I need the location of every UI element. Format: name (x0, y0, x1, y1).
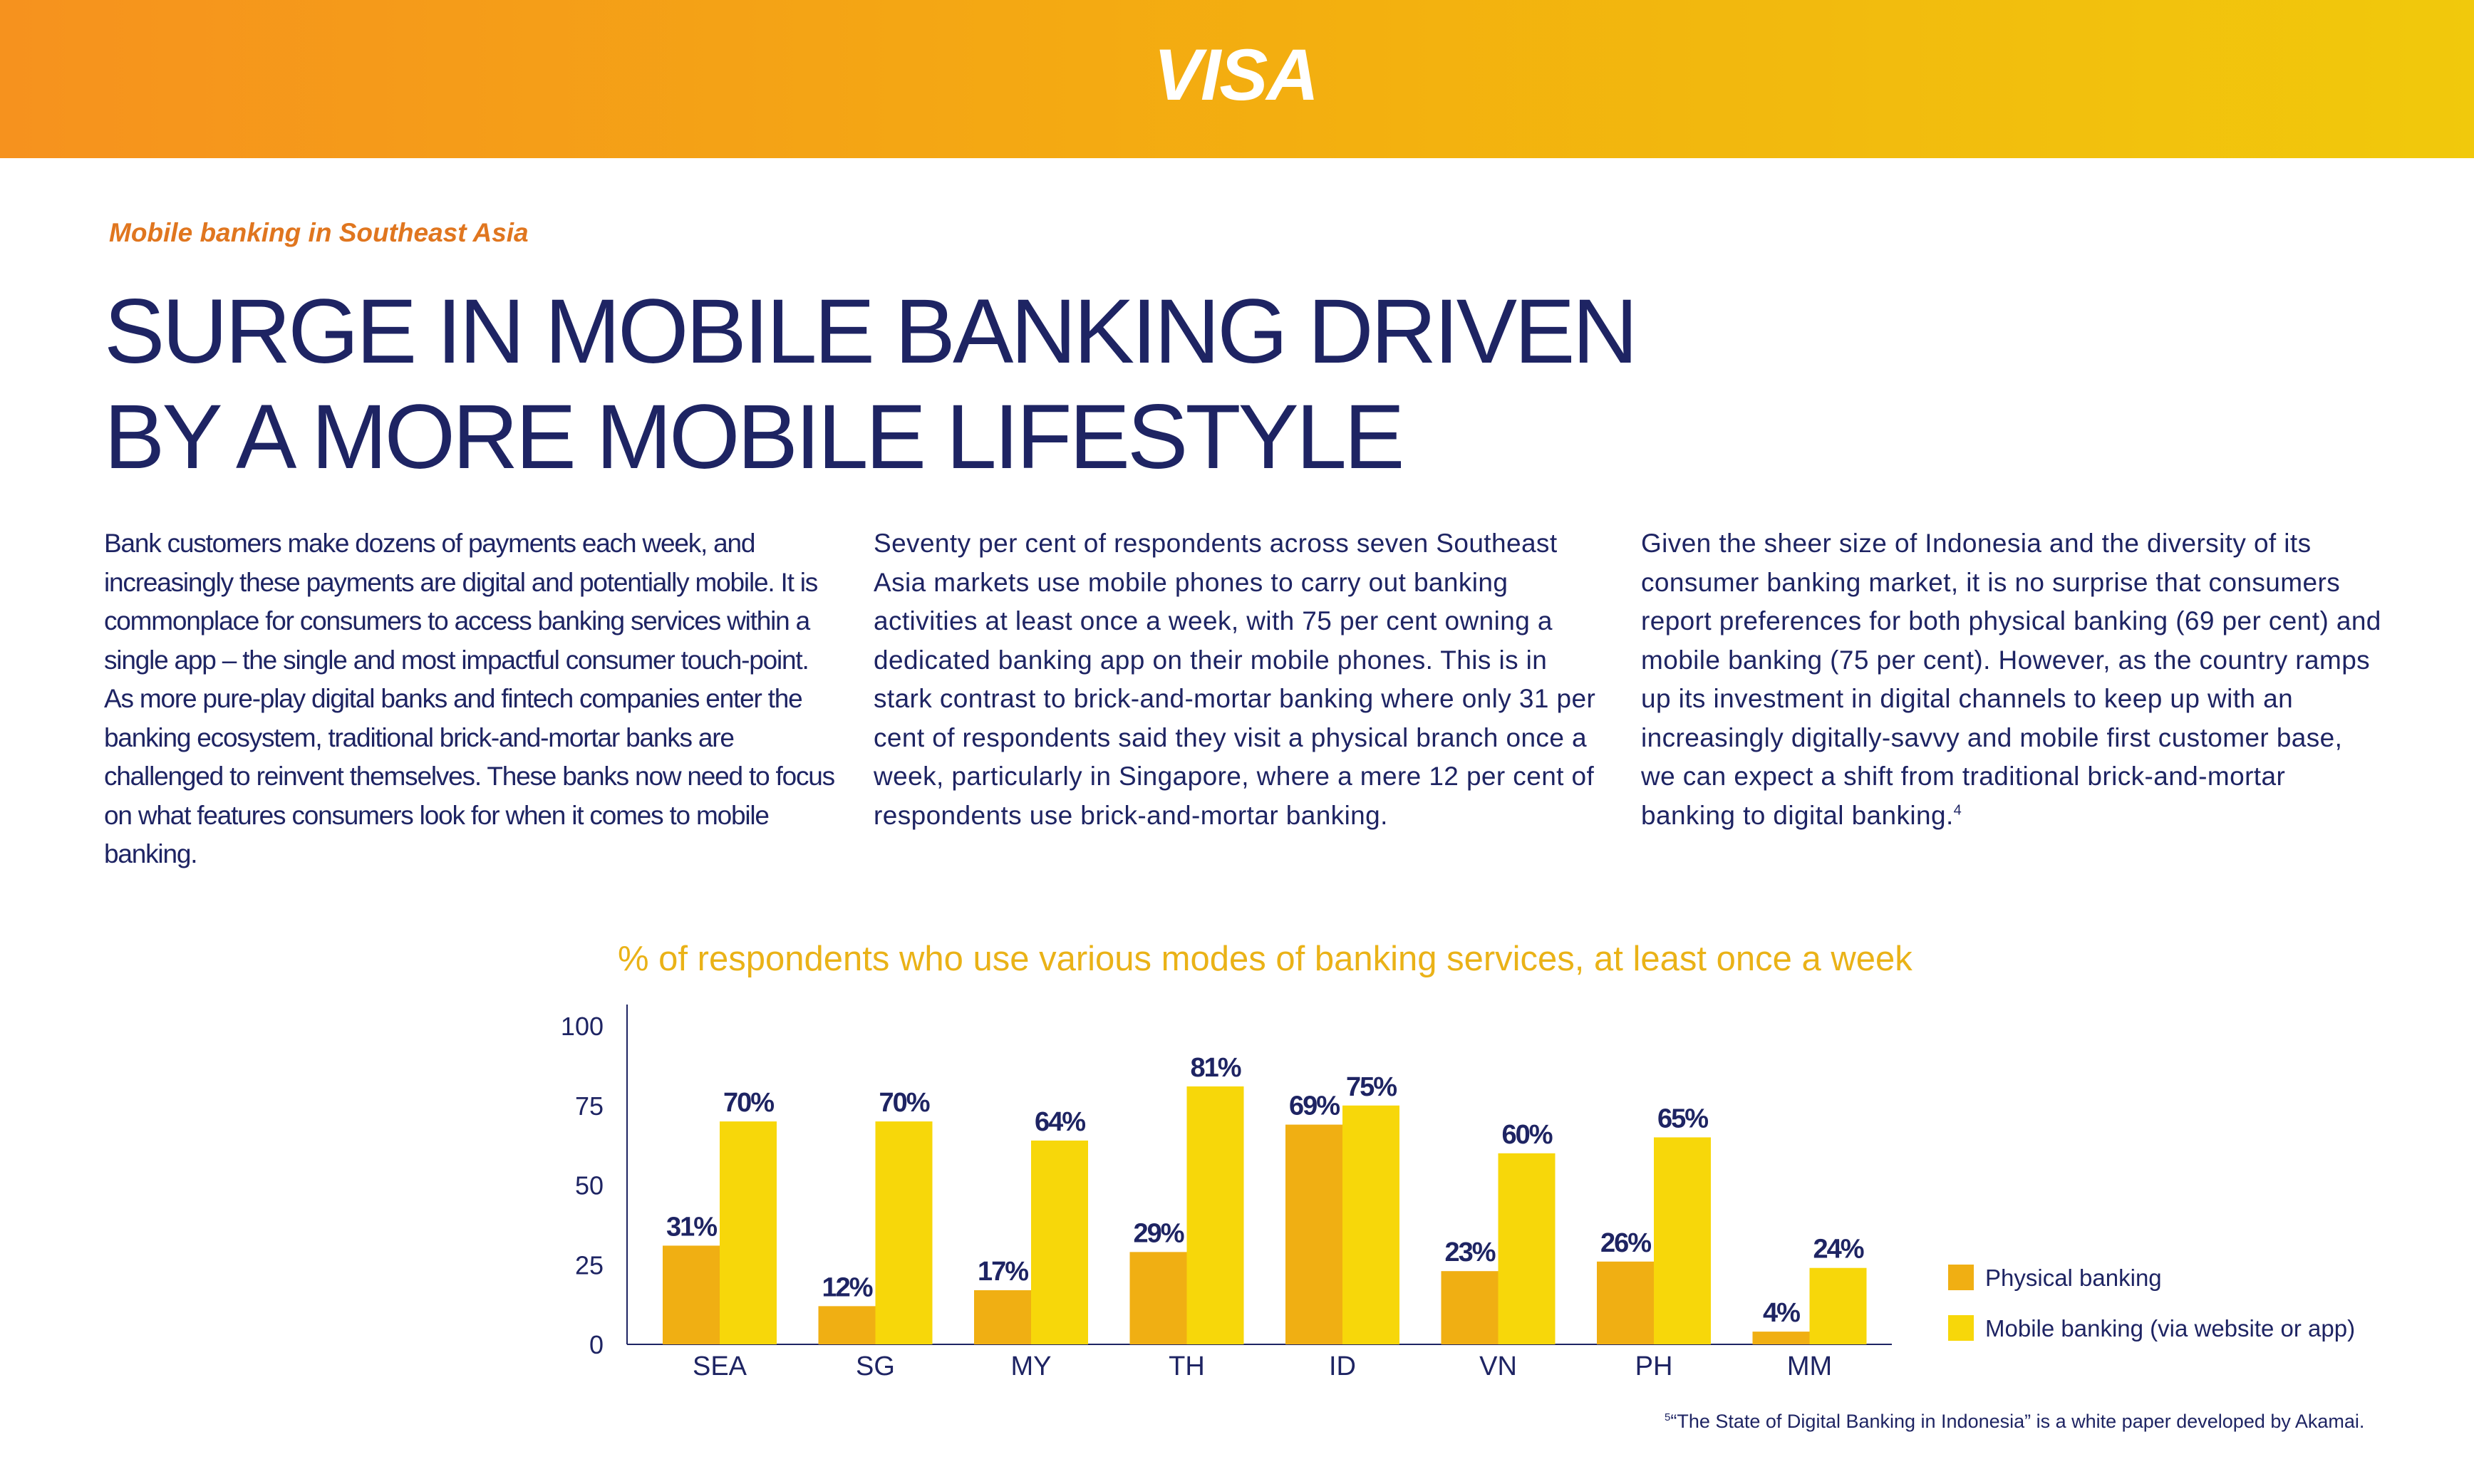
x-tick-label: MY (1011, 1351, 1052, 1381)
footnote-ref: 4 (1953, 802, 1962, 819)
y-tick-label: 25 (575, 1250, 604, 1280)
headline-line-1: SURGE IN MOBILE BANKING DRIVEN (104, 281, 1638, 383)
data-label: 31% (666, 1212, 717, 1242)
footnote-text: “The State of Digital Banking in Indones… (1670, 1411, 2365, 1432)
headline-line-2: BY A MORE MOBILE LIFESTYLE (104, 386, 1404, 488)
bar-physical-th (1129, 1252, 1187, 1344)
page-headline: SURGE IN MOBILE BANKING DRIVEN BY A MORE… (104, 279, 1814, 490)
bar-mobile-id (1342, 1105, 1399, 1344)
visa-logo: VISA (1154, 34, 1319, 115)
bar-physical-id (1285, 1124, 1342, 1344)
body-column-1: Bank customers make dozens of payments e… (104, 529, 835, 868)
bar-mobile-ph (1654, 1137, 1711, 1344)
data-label: 69% (1289, 1091, 1340, 1121)
y-tick-label: 50 (575, 1171, 604, 1200)
data-label: 12% (822, 1272, 872, 1302)
bar-physical-vn (1441, 1271, 1499, 1344)
footnote-marker: 5 (1665, 1411, 1671, 1423)
data-label: 65% (1657, 1104, 1708, 1133)
bar-mobile-my (1031, 1140, 1088, 1344)
body-column-2: Seventy per cent of respondents across s… (874, 529, 1596, 830)
data-label: 60% (1501, 1120, 1552, 1150)
legend-swatch-mobile (1948, 1315, 1974, 1341)
x-tick-label: VN (1479, 1351, 1517, 1381)
bar-physical-sea (663, 1245, 720, 1344)
data-label: 24% (1813, 1235, 1863, 1265)
x-tick-label: SG (856, 1351, 895, 1381)
x-tick-label: MM (1787, 1351, 1832, 1381)
data-label: 29% (1133, 1218, 1184, 1248)
x-tick-label: SEA (693, 1351, 747, 1381)
data-label: 75% (1346, 1072, 1397, 1102)
bar-mobile-mm (1809, 1267, 1867, 1344)
y-tick-label: 0 (589, 1330, 604, 1359)
bar-mobile-sg (875, 1121, 933, 1344)
legend-label-physical: Physical banking (1985, 1265, 2162, 1291)
header-band: VISA (0, 0, 2474, 158)
bar-mobile-sea (720, 1121, 777, 1344)
x-tick-label: TH (1169, 1351, 1205, 1381)
data-label: 23% (1444, 1237, 1495, 1267)
bar-mobile-th (1186, 1086, 1244, 1344)
legend-swatch-physical (1948, 1265, 1974, 1290)
footnote: 5“The State of Digital Banking in Indone… (1665, 1411, 2364, 1433)
bar-physical-ph (1597, 1261, 1654, 1344)
bar-physical-mm (1752, 1332, 1810, 1344)
data-label: 81% (1190, 1053, 1241, 1083)
data-label: 26% (1600, 1228, 1651, 1258)
chart-title: % of respondents who use various modes o… (618, 940, 1913, 978)
legend-label-mobile: Mobile banking (via website or app) (1985, 1315, 2355, 1342)
y-tick-label: 75 (575, 1091, 604, 1121)
x-tick-label: ID (1329, 1351, 1356, 1381)
data-label: 64% (1035, 1107, 1085, 1137)
bar-physical-my (974, 1290, 1031, 1344)
body-column-3: Given the sheer size of Indonesia and th… (1641, 524, 2382, 835)
bar-physical-sg (818, 1306, 876, 1344)
data-label: 17% (978, 1257, 1028, 1287)
body-column-3-text: Given the sheer size of Indonesia and th… (1641, 529, 2381, 830)
y-tick-label: 100 (561, 1012, 604, 1041)
section-kicker: Mobile banking in Southeast Asia (109, 218, 529, 247)
data-label: 70% (723, 1088, 774, 1118)
data-label: 4% (1763, 1298, 1800, 1328)
data-label: 70% (879, 1088, 929, 1118)
bar-mobile-vn (1498, 1153, 1556, 1344)
x-tick-label: PH (1635, 1351, 1673, 1381)
